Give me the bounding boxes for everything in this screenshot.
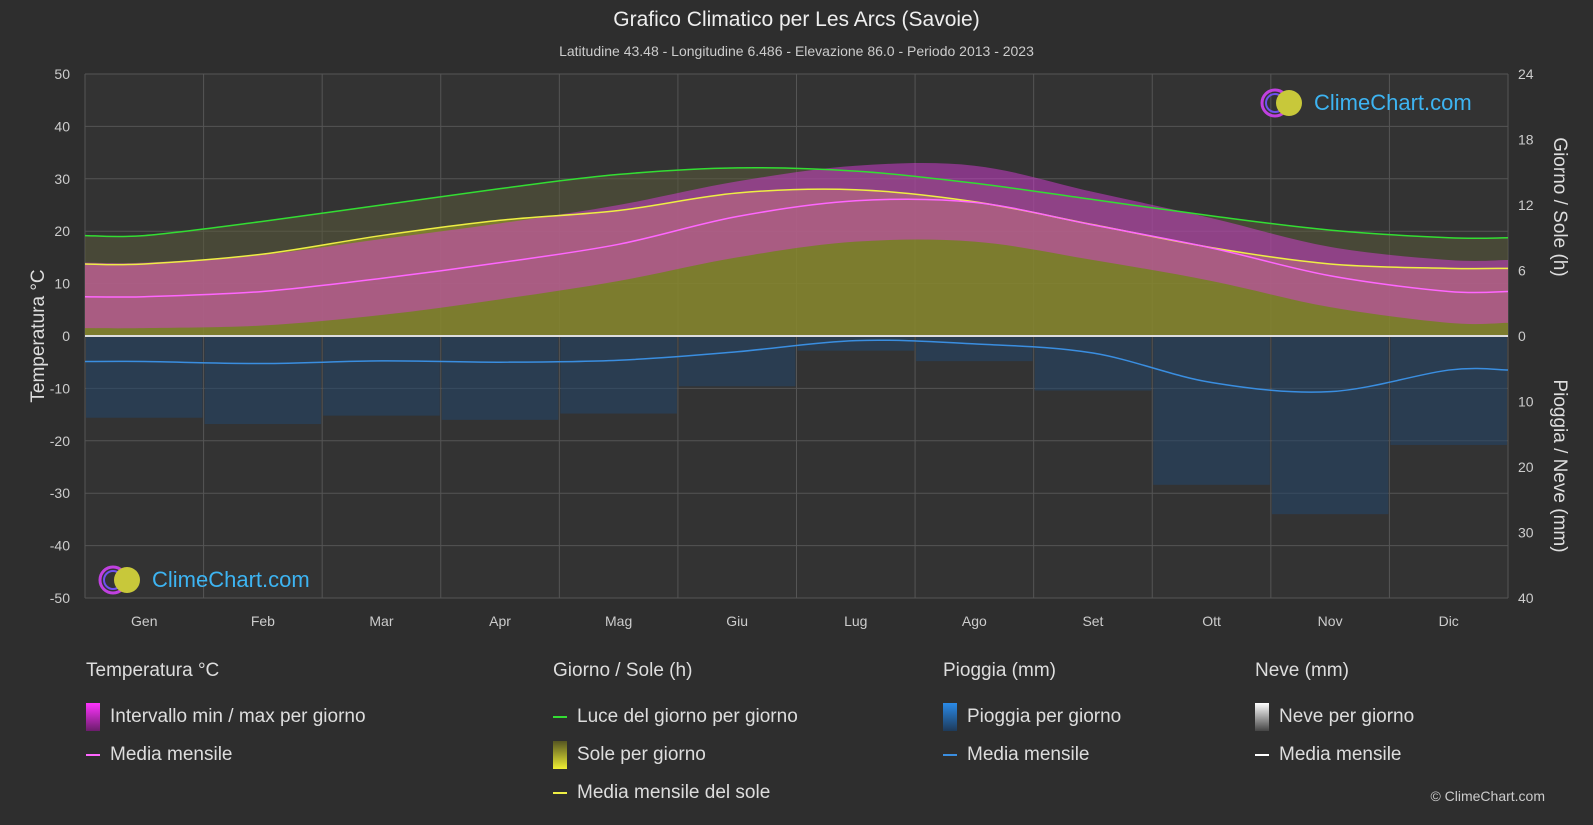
legend-sun-title: Giorno / Sole (h) [553, 660, 693, 681]
right-axis-title-top: Giorno / Sole (h) [1549, 137, 1570, 276]
right-bottom-tick-label: 40 [1518, 590, 1534, 606]
month-label: Lug [844, 613, 867, 629]
legend-rain-mean-label: Media mensile [967, 744, 1090, 765]
snow-mean-swatch [1255, 754, 1269, 756]
sun-mean-line [84, 188, 1509, 270]
right-top-tick-label: 0 [1518, 328, 1526, 344]
legend-sun: Giorno / Sole (h) Luce del giorno per gi… [553, 660, 798, 812]
legend-snow-title: Neve (mm) [1255, 660, 1349, 681]
rain-swatch [943, 703, 957, 731]
legend-snow-mean: Media mensile [1255, 736, 1414, 774]
left-tick-label: -30 [50, 485, 70, 501]
legend-snow-daily-label: Neve per giorno [1279, 706, 1415, 727]
legend-rain-daily-label: Pioggia per giorno [967, 706, 1122, 727]
right-bottom-tick-label: 20 [1518, 459, 1534, 475]
legend-sun-mean: Media mensile del sole [553, 774, 798, 812]
logo-bottom[interactable]: ClimeChart.com [96, 563, 310, 597]
chart-title: Grafico Climatico per Les Arcs (Savoie) [613, 8, 980, 31]
rain-bar [86, 336, 203, 418]
month-label: Nov [1318, 613, 1343, 629]
rain-bar [916, 336, 1033, 362]
rain-bar [1271, 336, 1389, 515]
month-label: Giu [726, 613, 748, 629]
sun-mean-swatch [553, 792, 567, 794]
left-tick-label: 50 [54, 66, 70, 82]
right-top-tick-label: 18 [1518, 132, 1534, 148]
rain-mean-line [84, 339, 1509, 393]
right-top-tick-label: 6 [1518, 263, 1526, 279]
month-label: Gen [131, 613, 157, 629]
legend-sun-mean-label: Media mensile del sole [577, 782, 771, 803]
rain-mean-swatch [943, 754, 957, 756]
left-tick-label: -40 [50, 538, 70, 554]
rain-bar [1034, 336, 1152, 391]
legend-sunshine-label: Sole per giorno [577, 744, 706, 765]
month-label: Mar [369, 613, 393, 629]
legend-daylight: Luce del giorno per giorno [553, 698, 798, 736]
left-tick-label: 20 [54, 223, 70, 239]
snow-swatch [1255, 703, 1269, 731]
sunshine-swatch [553, 741, 567, 769]
rain-bar [1153, 336, 1270, 485]
logo-top[interactable]: ClimeChart.com [1258, 86, 1472, 120]
rain-bar [204, 336, 322, 425]
legend-daylight-label: Luce del giorno per giorno [577, 706, 798, 727]
right-top-tick-label: 24 [1518, 66, 1534, 82]
chart-lines [84, 167, 1509, 393]
month-label: Dic [1439, 613, 1459, 629]
right-axis-title-bottom: Pioggia / Neve (mm) [1549, 379, 1570, 552]
temp-range-area [85, 163, 1508, 329]
legend-snow-daily: Neve per giorno [1255, 698, 1414, 736]
legend-rain: Pioggia (mm) Pioggia per giorno Media me… [943, 660, 1121, 774]
climechart-logo-icon [1260, 88, 1302, 118]
temp-mean-swatch [86, 754, 100, 756]
legend-sunshine: Sole per giorno [553, 736, 798, 774]
legend-temperature-title: Temperatura °C [86, 660, 220, 681]
left-tick-label: -10 [50, 380, 70, 396]
legend-temp-mean: Media mensile [86, 736, 366, 774]
chart-bands [85, 163, 1508, 515]
rain-bar [441, 336, 559, 420]
daylight-line [84, 167, 1509, 240]
month-label: Feb [251, 613, 275, 629]
temp-mean-line [84, 198, 1509, 298]
right-top-tick-label: 12 [1518, 197, 1534, 213]
rain-bar [678, 336, 796, 387]
right-bottom-tick-label: 10 [1518, 394, 1534, 410]
legend-snow: Neve (mm) Neve per giorno Media mensile [1255, 660, 1414, 774]
copyright: © ClimeChart.com [1430, 788, 1545, 804]
left-tick-label: -50 [50, 590, 70, 606]
month-label: Apr [489, 613, 511, 629]
chart-axes: 50 40 30 20 10 0 -10 -20 -30 -40 -50 24 18 12 6 0 10 20 30… [50, 66, 1534, 629]
month-label: Set [1082, 613, 1103, 629]
month-label: Ott [1202, 613, 1221, 629]
legend-rain-daily: Pioggia per giorno [943, 698, 1121, 736]
month-label: Mag [605, 613, 632, 629]
climechart-logo-icon [98, 565, 140, 595]
legend-rain-title: Pioggia (mm) [943, 660, 1056, 681]
temp-range-swatch [86, 703, 100, 731]
left-tick-label: 30 [54, 171, 70, 187]
left-tick-label: 40 [54, 118, 70, 134]
right-bottom-tick-label: 30 [1518, 525, 1534, 541]
left-tick-label: 10 [54, 276, 70, 292]
legend-snow-mean-label: Media mensile [1279, 744, 1402, 765]
logo-text: ClimeChart.com [152, 567, 310, 592]
legend-temp-mean-label: Media mensile [110, 744, 233, 765]
left-axis-title: Temperatura °C [28, 269, 49, 402]
legend-temp-range-label: Intervallo min / max per giorno [110, 706, 366, 727]
chart-subtitle: Latitudine 43.48 - Longitudine 6.486 - E… [559, 43, 1034, 59]
rain-bar [560, 336, 677, 414]
month-label: Ago [962, 613, 987, 629]
daylight-swatch [553, 716, 567, 718]
left-tick-label: -20 [50, 433, 70, 449]
legend-rain-mean: Media mensile [943, 736, 1121, 774]
rain-bar [323, 336, 440, 416]
rain-bar [1390, 336, 1507, 445]
legend-temp-range: Intervallo min / max per giorno [86, 698, 366, 736]
logo-text: ClimeChart.com [1314, 90, 1472, 115]
left-tick-label: 0 [62, 328, 70, 344]
legend-temperature: Temperatura °C Intervallo min / max per … [86, 660, 366, 774]
